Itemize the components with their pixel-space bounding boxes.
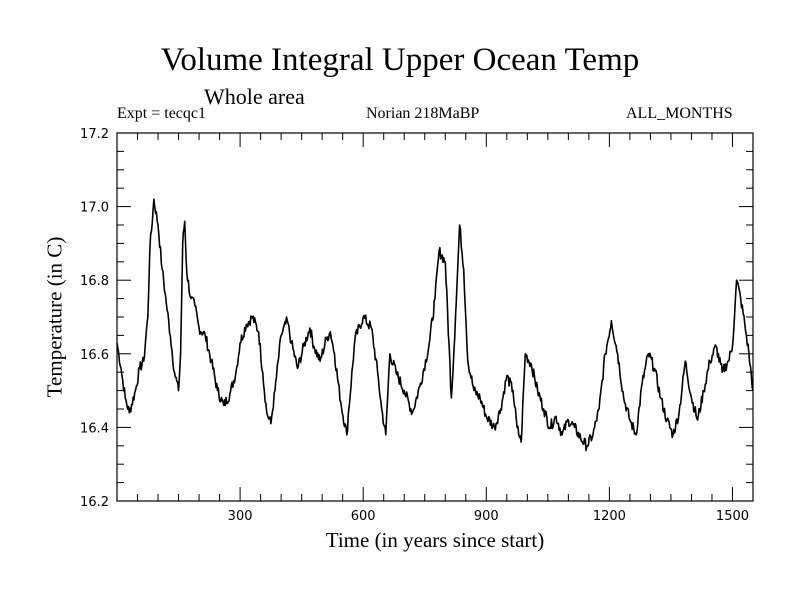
x-tick-label: 1200: [593, 509, 626, 524]
y-tick-label: 17.0: [80, 201, 109, 216]
y-tick-label: 16.4: [80, 421, 109, 436]
plot-frame: [116, 132, 754, 502]
y-tick-label: 17.2: [80, 127, 109, 142]
x-tick-label: 900: [474, 509, 499, 524]
series-line-temperature: [116, 198, 754, 452]
x-tick-label: 1500: [716, 509, 749, 524]
x-tick-label: 300: [228, 509, 253, 524]
y-axis-label: Temperature (in C): [42, 236, 67, 398]
chart-title: Volume Integral Upper Ocean Temp: [160, 42, 640, 78]
chart-subtitle: Whole area: [204, 84, 305, 109]
axis-ticks: [117, 133, 753, 501]
x-axis-label: Time (in years since start): [325, 528, 545, 552]
y-tick-label: 16.6: [80, 348, 109, 363]
months-label: ALL_MONTHS: [626, 105, 733, 122]
period-label: Norian 218MaBP: [366, 105, 480, 122]
y-tick-label: 16.2: [80, 495, 109, 510]
y-tick-label: 16.8: [80, 274, 109, 289]
x-tick-label: 600: [351, 509, 376, 524]
experiment-label: Expt = tecqc1: [117, 105, 206, 122]
axis-tick-labels: 300 600 900 1200 1500 16.2 16.4 16.6 16.8 17.0 17.…: [80, 127, 749, 524]
